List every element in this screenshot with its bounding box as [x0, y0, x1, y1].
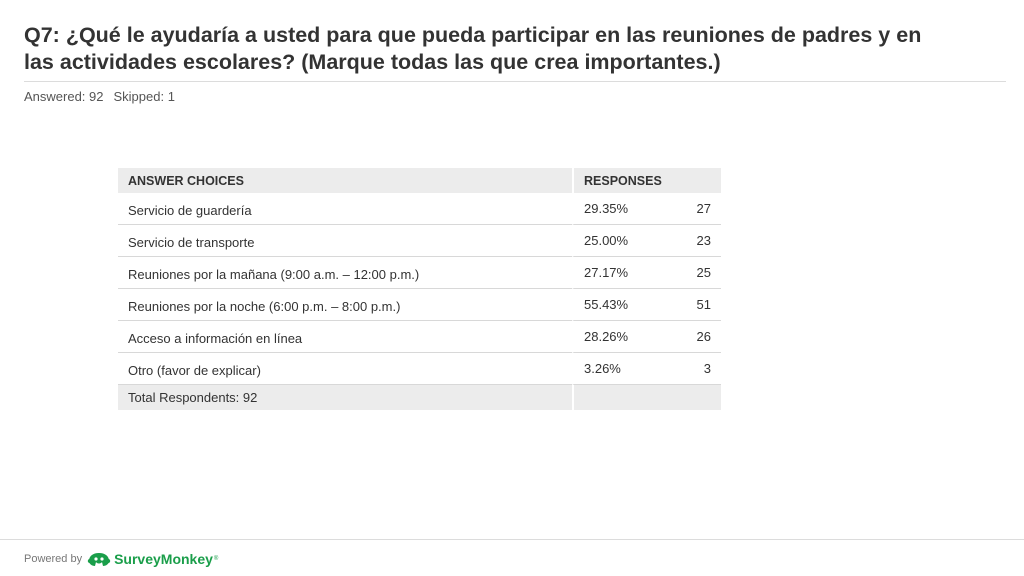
response-cell: 25.00% 23	[572, 225, 721, 257]
response-cell: 3.26% 3	[572, 353, 721, 385]
results-table: ANSWER CHOICES RESPONSES Servicio de gua…	[118, 168, 721, 410]
footer-divider	[0, 539, 1024, 540]
table-row: Reuniones por la noche (6:00 p.m. – 8:00…	[118, 289, 721, 321]
table-row: Reuniones por la mañana (9:00 a.m. – 12:…	[118, 257, 721, 289]
answer-choice: Servicio de guardería	[118, 193, 572, 225]
total-empty-cell	[572, 385, 721, 410]
answer-choices-header: ANSWER CHOICES	[118, 168, 572, 193]
response-percent: 28.26%	[584, 329, 629, 344]
answered-count: Answered: 92	[24, 89, 104, 104]
title-divider	[24, 81, 1006, 82]
answer-choice: Reuniones por la mañana (9:00 a.m. – 12:…	[118, 257, 572, 289]
answer-choice: Otro (favor de explicar)	[118, 353, 572, 385]
answer-choice: Reuniones por la noche (6:00 p.m. – 8:00…	[118, 289, 572, 321]
response-count: 3	[703, 361, 711, 376]
response-count: 25	[696, 265, 711, 280]
question-title: Q7: ¿Qué le ayudaría a usted para que pu…	[24, 23, 922, 74]
response-stats: Answered: 92 Skipped: 1	[24, 89, 175, 105]
response-percent: 27.17%	[584, 265, 629, 280]
response-percent: 29.35%	[584, 201, 629, 216]
table-row: Otro (favor de explicar) 3.26% 3	[118, 353, 721, 385]
powered-by-label: Powered by	[24, 553, 83, 565]
response-cell: 27.17% 25	[572, 257, 721, 289]
surveymonkey-brand: SurveyMonkey	[114, 551, 213, 567]
response-cell: 28.26% 26	[572, 321, 721, 353]
footer: Powered by SurveyMonkey ®	[24, 548, 218, 570]
total-row: Total Respondents: 92	[118, 385, 721, 410]
answer-choice: Servicio de transporte	[118, 225, 572, 257]
table-row: Acceso a información en línea 28.26% 26	[118, 321, 721, 353]
response-cell: 55.43% 51	[572, 289, 721, 321]
response-cell: 29.35% 27	[572, 193, 721, 225]
total-respondents: Total Respondents: 92	[118, 385, 572, 410]
response-count: 51	[696, 297, 711, 312]
response-percent: 25.00%	[584, 233, 629, 248]
trademark-symbol: ®	[213, 556, 219, 562]
response-count: 23	[696, 233, 711, 248]
response-count: 27	[696, 201, 711, 216]
response-percent: 3.26%	[584, 361, 621, 376]
response-percent: 55.43%	[584, 297, 629, 312]
response-count: 26	[696, 329, 711, 344]
responses-header: RESPONSES	[572, 168, 721, 193]
surveymonkey-logo-icon	[87, 553, 111, 566]
skipped-count: Skipped: 1	[113, 89, 175, 104]
answer-choice: Acceso a información en línea	[118, 321, 572, 353]
table-row: Servicio de guardería 29.35% 27	[118, 193, 721, 225]
table-row: Servicio de transporte 25.00% 23	[118, 225, 721, 257]
table-header-row: ANSWER CHOICES RESPONSES	[118, 168, 721, 193]
